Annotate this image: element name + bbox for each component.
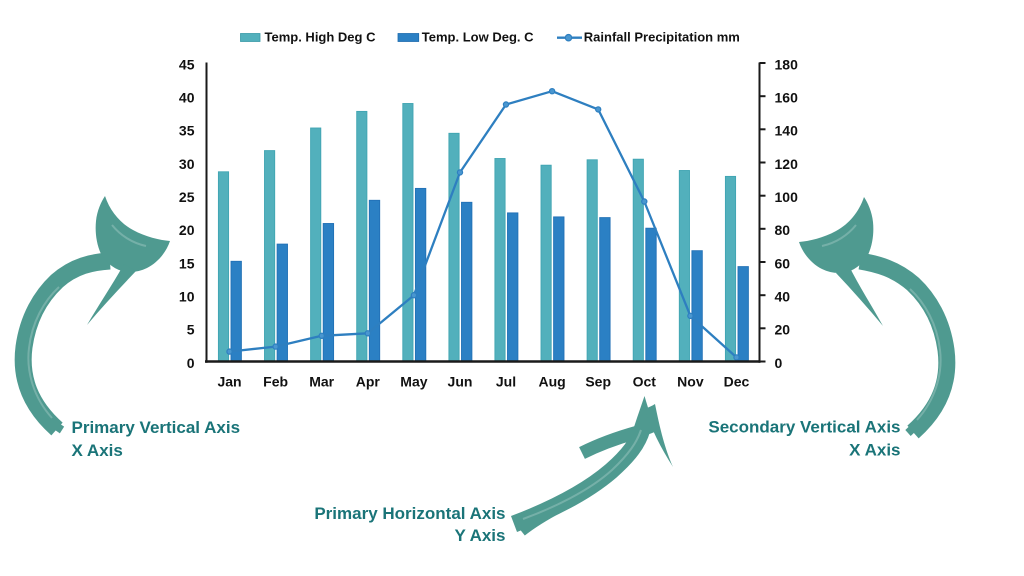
svg-text:80: 80 — [775, 222, 791, 238]
svg-text:5: 5 — [187, 322, 195, 338]
svg-text:Jan: Jan — [217, 374, 241, 390]
svg-text:Mar: Mar — [309, 374, 334, 390]
svg-text:Oct: Oct — [633, 374, 657, 390]
svg-text:20: 20 — [775, 322, 791, 338]
svg-text:140: 140 — [775, 123, 799, 139]
svg-text:Primary Vertical Axis: Primary Vertical Axis — [72, 418, 241, 437]
svg-text:45: 45 — [179, 56, 195, 72]
svg-text:Nov: Nov — [677, 374, 704, 390]
svg-text:X Axis: X Axis — [72, 441, 123, 460]
svg-text:Jul: Jul — [496, 374, 516, 390]
svg-text:Aug: Aug — [538, 374, 565, 390]
svg-text:120: 120 — [775, 156, 799, 172]
svg-text:40: 40 — [179, 90, 195, 106]
svg-text:X Axis: X Axis — [849, 440, 900, 459]
svg-text:180: 180 — [775, 56, 799, 72]
svg-text:10: 10 — [179, 289, 195, 305]
svg-text:Sep: Sep — [585, 374, 611, 390]
svg-text:Temp. Low Deg. C: Temp. Low Deg. C — [422, 30, 534, 45]
svg-text:Rainfall Precipitation mm: Rainfall Precipitation mm — [584, 30, 740, 45]
svg-text:30: 30 — [179, 156, 195, 172]
svg-text:20: 20 — [179, 222, 195, 238]
svg-text:Y Axis: Y Axis — [454, 526, 505, 545]
svg-text:Temp. High Deg C: Temp. High Deg C — [265, 30, 377, 45]
svg-text:May: May — [400, 374, 427, 390]
svg-text:60: 60 — [775, 255, 791, 271]
svg-text:Dec: Dec — [724, 374, 750, 390]
svg-text:Feb: Feb — [263, 374, 288, 390]
svg-text:Secondary Vertical Axis: Secondary Vertical Axis — [708, 418, 900, 437]
svg-text:160: 160 — [775, 90, 799, 106]
svg-text:Apr: Apr — [356, 374, 381, 390]
svg-text:Primary Horizontal Axis: Primary Horizontal Axis — [314, 504, 505, 523]
svg-text:0: 0 — [187, 355, 195, 371]
svg-text:100: 100 — [775, 189, 799, 205]
svg-text:40: 40 — [775, 289, 791, 305]
svg-text:Jun: Jun — [448, 374, 473, 390]
svg-text:25: 25 — [179, 189, 195, 205]
svg-text:35: 35 — [179, 123, 195, 139]
svg-text:15: 15 — [179, 255, 195, 271]
svg-text:0: 0 — [775, 355, 783, 371]
